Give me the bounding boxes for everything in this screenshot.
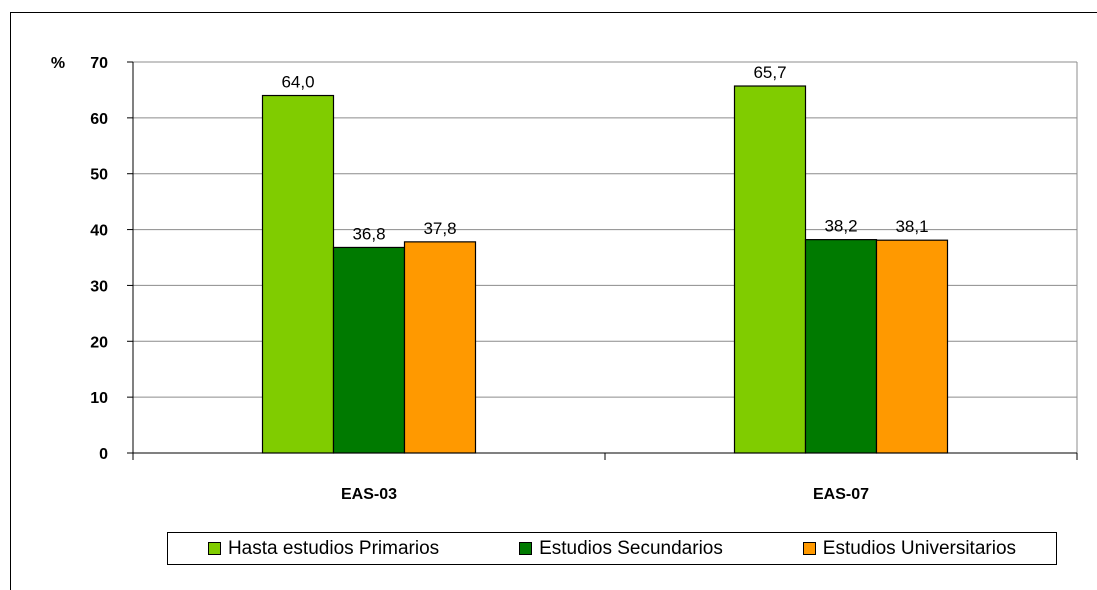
data-label: 36,8 [352,224,385,243]
y-axis-label: % [51,55,65,72]
legend-label-secundarios: Estudios Secundarios [539,537,723,559]
legend-item-universitarios: Estudios Universitarios [802,537,1017,560]
legend-item-secundarios: Estudios Secundarios [519,538,723,560]
y-tick-label: 60 [90,111,108,128]
chart-frame [10,12,1097,590]
y-tick-label: 20 [90,334,108,351]
legend-label-primarios: Hasta estudios Primarios [227,537,440,559]
x-tick-label: EAS-07 [813,486,869,503]
y-tick-label: 40 [90,223,108,240]
legend-label-universitarios: Estudios Universitarios [822,537,1017,559]
x-tick-label: EAS-03 [341,486,397,503]
data-label: 65,7 [753,63,786,82]
bar-eas-03-0 [261,94,335,454]
data-label: 37,8 [423,219,456,238]
y-tick-label: 0 [99,446,108,463]
bar-eas-03-1 [332,246,406,454]
legend-swatch-universitarios [802,542,816,555]
legend-swatch-primarios [207,542,221,555]
legend-item-primarios: Hasta estudios Primarios [207,537,440,560]
data-label: 38,2 [824,217,857,236]
data-label: 38,1 [895,217,928,236]
data-label: 64,0 [281,73,314,92]
y-tick-label: 50 [90,167,108,184]
bar-eas-07-1 [804,239,878,454]
bar-eas-07-0 [733,85,807,454]
bar-eas-03-2 [403,241,477,454]
y-tick-label: 10 [90,390,108,407]
legend: Hasta estudios Primarios Estudios Secund… [167,532,1057,565]
legend-swatch-secundarios [519,542,533,555]
y-tick-label: 70 [90,55,108,72]
y-tick-label: 30 [90,278,108,295]
bar-eas-07-2 [875,239,949,454]
